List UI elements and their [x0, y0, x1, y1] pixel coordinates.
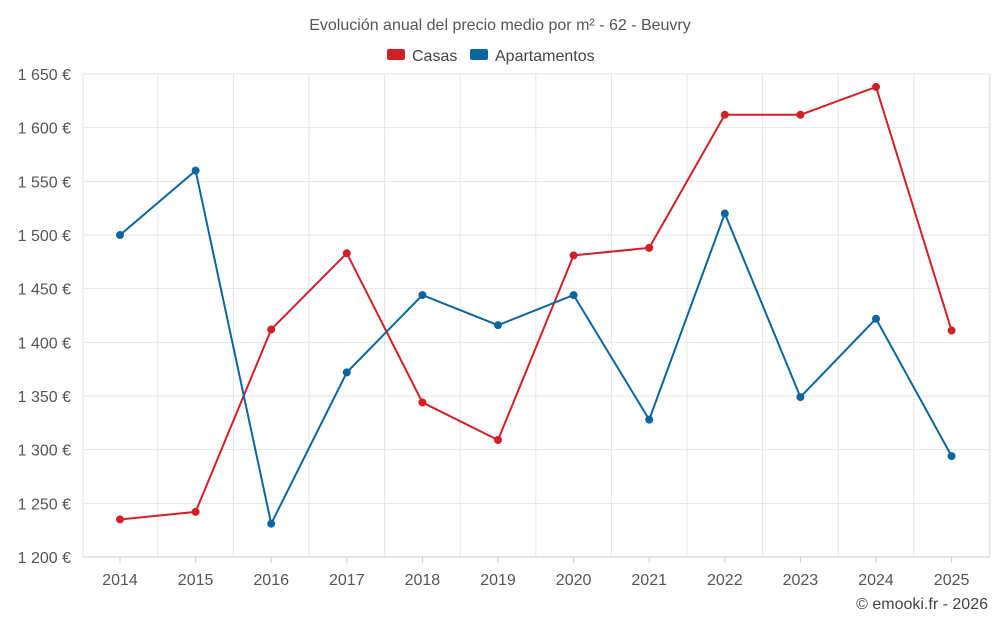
y-tick-label: 1 300 € — [18, 443, 71, 460]
y-tick-label: 1 400 € — [18, 335, 71, 352]
data-point-apartamentos[interactable] — [569, 291, 578, 300]
data-point-casas[interactable] — [494, 436, 502, 445]
data-point-apartamentos[interactable] — [720, 209, 729, 218]
legend-label-casas[interactable]: Casas — [412, 48, 457, 65]
y-tick-label: 1 450 € — [18, 282, 71, 299]
legend-label-apartamentos[interactable]: Apartamentos — [495, 48, 595, 65]
data-point-apartamentos[interactable] — [947, 452, 956, 461]
data-point-casas[interactable] — [947, 326, 956, 335]
data-point-apartamentos[interactable] — [342, 368, 351, 377]
x-tick-label: 2015 — [178, 572, 214, 589]
x-tick-label: 2023 — [783, 572, 819, 589]
series-layer — [116, 82, 956, 528]
x-tick-label: 2017 — [329, 572, 365, 589]
data-point-casas[interactable] — [872, 82, 880, 91]
data-point-casas[interactable] — [116, 515, 124, 524]
data-point-casas[interactable] — [191, 507, 200, 516]
data-point-apartamentos[interactable] — [418, 291, 427, 300]
x-tick-label: 2022 — [707, 572, 743, 589]
y-tick-label: 1 500 € — [18, 228, 71, 245]
data-point-apartamentos[interactable] — [494, 321, 502, 330]
y-tick-label: 1 350 € — [18, 389, 71, 406]
x-tick-label: 2024 — [858, 572, 894, 589]
data-point-apartamentos[interactable] — [267, 519, 276, 528]
x-tick-label: 2021 — [631, 572, 667, 589]
chart-title: Evolución anual del precio medio por m² … — [309, 17, 691, 34]
legend: Casas Apartamentos — [387, 48, 595, 65]
credit-text: © emooki.fr - 2026 — [856, 596, 988, 613]
data-point-apartamentos[interactable] — [872, 314, 880, 323]
data-point-casas[interactable] — [796, 110, 805, 119]
series-line-casas — [119, 85, 953, 521]
y-tick-label: 1 550 € — [18, 174, 71, 191]
x-tick-label: 2016 — [253, 572, 289, 589]
legend-swatch-casas — [387, 49, 405, 60]
x-tick-label: 2019 — [480, 572, 516, 589]
legend-swatch-apartamentos — [470, 49, 488, 60]
y-tick-label: 1 600 € — [18, 121, 71, 138]
data-point-apartamentos[interactable] — [796, 393, 805, 402]
data-point-casas[interactable] — [418, 398, 427, 407]
data-point-casas[interactable] — [342, 249, 351, 258]
y-tick-label: 1 200 € — [18, 550, 71, 567]
data-point-casas[interactable] — [720, 110, 729, 119]
x-tick-label: 2018 — [405, 572, 441, 589]
data-point-apartamentos[interactable] — [191, 166, 200, 175]
y-tick-label: 1 650 € — [18, 67, 71, 84]
data-point-apartamentos[interactable] — [645, 415, 654, 424]
x-tick-label: 2014 — [102, 572, 138, 589]
x-axis: 2014 2015 2016 2017 2018 2019 2020 2021 2022 2023… — [102, 557, 969, 589]
gridlines — [82, 73, 991, 558]
series-line-apartamentos — [119, 169, 953, 525]
y-axis: 1 200 € 1 250 € 1 300 € 1 350 € 1 400 € 1 450… — [18, 67, 71, 567]
data-point-apartamentos[interactable] — [116, 231, 124, 239]
data-point-casas[interactable] — [267, 325, 276, 334]
x-tick-label: 2020 — [556, 572, 592, 589]
x-tick-label: 2025 — [934, 572, 970, 589]
y-tick-label: 1 250 € — [18, 496, 71, 513]
data-point-casas[interactable] — [569, 251, 578, 260]
data-point-casas[interactable] — [645, 243, 654, 252]
